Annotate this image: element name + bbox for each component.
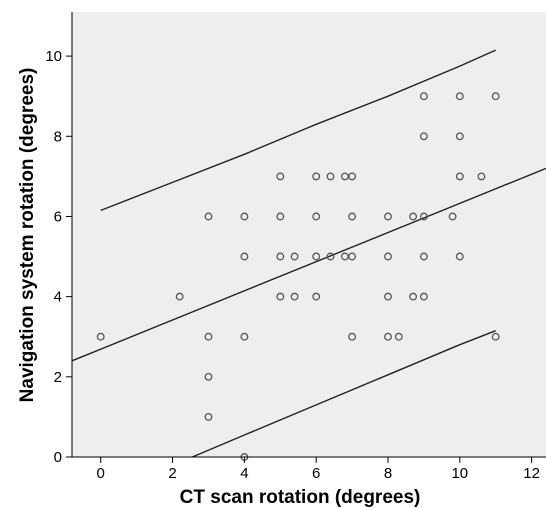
data-point bbox=[455, 172, 464, 181]
upper-prediction-curve bbox=[100, 49, 496, 212]
data-points bbox=[96, 92, 500, 461]
regression-line bbox=[71, 167, 546, 362]
data-point bbox=[419, 252, 428, 261]
y-axis-title: Navigation system rotation (degrees) bbox=[17, 68, 38, 403]
data-point bbox=[394, 332, 403, 341]
x-tick-label: 2 bbox=[168, 465, 176, 482]
data-point bbox=[419, 212, 428, 221]
x-tick-label: 10 bbox=[451, 465, 468, 482]
x-tick-label: 0 bbox=[97, 465, 105, 482]
x-tick-label: 4 bbox=[240, 465, 248, 482]
data-point bbox=[409, 212, 418, 221]
data-point bbox=[240, 252, 249, 261]
data-point bbox=[276, 252, 285, 261]
data-point bbox=[348, 332, 357, 341]
data-point bbox=[96, 332, 105, 341]
data-point bbox=[384, 292, 392, 301]
data-point bbox=[204, 412, 213, 421]
x-tick-label: 6 bbox=[312, 465, 320, 482]
data-point bbox=[312, 252, 321, 261]
data-point bbox=[455, 252, 464, 261]
y-tick-label: 6 bbox=[54, 208, 62, 225]
data-point bbox=[204, 332, 213, 341]
data-point bbox=[175, 292, 184, 301]
data-point bbox=[290, 252, 299, 261]
y-tick-label: 0 bbox=[54, 449, 62, 466]
data-point bbox=[326, 172, 335, 181]
data-point bbox=[276, 212, 285, 221]
y-tick-label: 10 bbox=[45, 48, 62, 65]
data-point bbox=[491, 92, 500, 101]
fit-lines bbox=[71, 49, 546, 458]
data-point bbox=[326, 252, 335, 261]
data-point bbox=[384, 212, 392, 221]
y-tick-label: 4 bbox=[54, 289, 62, 306]
data-point bbox=[276, 292, 285, 301]
tick-labels: 0 2 4 6 8 10 12 0 2 4 6 8 10 bbox=[45, 48, 540, 482]
y-tick-label: 8 bbox=[54, 128, 62, 145]
data-point bbox=[240, 332, 249, 341]
x-tick-label: 12 bbox=[523, 465, 540, 482]
lower-prediction-curve bbox=[192, 330, 496, 458]
data-point bbox=[204, 372, 213, 381]
data-point bbox=[384, 252, 392, 261]
data-point bbox=[240, 212, 249, 221]
data-point bbox=[348, 172, 357, 181]
data-point bbox=[290, 292, 299, 301]
data-point bbox=[384, 332, 392, 341]
data-point bbox=[477, 172, 486, 181]
data-point bbox=[491, 332, 500, 341]
data-point bbox=[312, 172, 321, 181]
data-point bbox=[276, 172, 285, 181]
data-point bbox=[455, 132, 464, 141]
data-point bbox=[419, 292, 428, 301]
data-point bbox=[204, 212, 213, 221]
data-point bbox=[409, 292, 418, 301]
x-tick-label: 8 bbox=[384, 465, 392, 482]
plot-area bbox=[72, 12, 546, 457]
axes bbox=[66, 12, 546, 463]
data-point bbox=[455, 92, 464, 101]
data-point bbox=[348, 212, 357, 221]
data-point bbox=[312, 212, 321, 221]
data-point bbox=[312, 292, 321, 301]
data-point bbox=[419, 132, 428, 141]
data-point bbox=[419, 92, 428, 101]
x-axis-title: CT scan rotation (degrees) bbox=[180, 487, 421, 508]
y-tick-label: 2 bbox=[54, 369, 62, 386]
data-point bbox=[448, 212, 457, 221]
data-point bbox=[348, 252, 357, 261]
